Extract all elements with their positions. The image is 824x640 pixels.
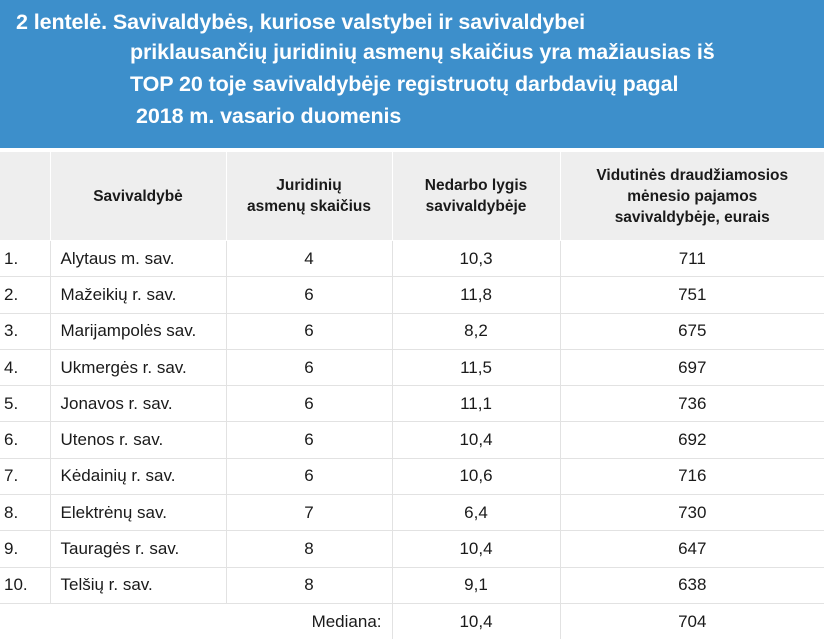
- table-row: 3. Marijampolės sav. 6 8,2 675: [0, 313, 824, 350]
- title-line-1: 2 lentelė. Savivaldybės, kuriose valstyb…: [16, 10, 586, 34]
- row-legal-entities: 6: [226, 458, 393, 496]
- row-rank: 7.: [0, 458, 51, 496]
- row-municipality: Marijampolės sav.: [50, 313, 227, 350]
- row-legal-entities: 8: [226, 530, 393, 568]
- row-unemployment: 11,1: [392, 385, 561, 423]
- row-unemployment: 10,4: [392, 421, 561, 459]
- row-unemployment: 6,4: [392, 494, 561, 532]
- median-empty-cell: [50, 603, 226, 639]
- row-rank: 3.: [0, 313, 51, 350]
- row-municipality: Ukmergės r. sav.: [50, 349, 227, 387]
- row-income: 711: [560, 240, 824, 278]
- municipalities-table: Savivaldybė Juridinių asmenų skaičius Ne…: [0, 152, 824, 640]
- row-unemployment: 10,3: [392, 240, 561, 278]
- title-line-2: priklausančių juridinių asmenų skaičius …: [130, 40, 715, 64]
- row-municipality: Mažeikių r. sav.: [50, 276, 227, 314]
- row-income: 751: [560, 276, 824, 314]
- row-municipality: Telšių r. sav.: [50, 567, 227, 604]
- row-unemployment: 11,8: [392, 276, 561, 314]
- table-row: 4. Ukmergės r. sav. 6 11,5 697: [0, 349, 824, 387]
- row-rank: 9.: [0, 530, 51, 568]
- row-unemployment: 11,5: [392, 349, 561, 387]
- row-unemployment: 10,6: [392, 458, 561, 496]
- header-rank: [0, 152, 51, 241]
- header-income-line-3: savivaldybėje, eurais: [614, 208, 770, 226]
- row-legal-entities: 6: [226, 313, 393, 350]
- row-income: 716: [560, 458, 824, 496]
- row-unemployment: 10,4: [392, 530, 561, 568]
- median-unemployment: 10,4: [392, 603, 561, 640]
- row-income: 647: [560, 530, 824, 568]
- row-income: 692: [560, 421, 824, 459]
- header-municipality: Savivaldybė: [50, 152, 227, 241]
- row-legal-entities: 6: [226, 349, 393, 387]
- median-row: Mediana: 10,4 704: [0, 603, 824, 640]
- table-row: 7. Kėdainių r. sav. 6 10,6 716: [0, 458, 824, 496]
- row-legal-entities: 6: [226, 385, 393, 423]
- header-unemployment-line-1: Nedarbo lygis: [424, 177, 528, 194]
- table-title-banner: 2 lentelė. Savivaldybės, kuriose valstyb…: [0, 0, 824, 148]
- table-row: 6. Utenos r. sav. 6 10,4 692: [0, 421, 824, 459]
- table-row: 9. Tauragės r. sav. 8 10,4 647: [0, 530, 824, 568]
- row-unemployment: 9,1: [392, 567, 561, 604]
- header-unemployment-line-2: savivaldybėje: [425, 198, 527, 215]
- header-income-line-2: mėnesio pajamos: [627, 187, 758, 205]
- row-municipality: Tauragės r. sav.: [50, 530, 227, 568]
- row-municipality: Alytaus m. sav.: [50, 240, 227, 278]
- median-empty-cell: [0, 603, 50, 639]
- table-row: 8. Elektrėnų sav. 7 6,4 730: [0, 494, 824, 532]
- row-municipality: Kėdainių r. sav.: [50, 458, 227, 496]
- title-line-4: 2018 m. vasario duomenis: [136, 104, 402, 128]
- row-rank: 5.: [0, 385, 51, 423]
- header-income-line-1: Vidutinės draudžiamosios: [596, 166, 789, 184]
- row-income: 697: [560, 349, 824, 387]
- header-legal-entities-line-1: Juridinių: [276, 177, 342, 194]
- header-unemployment: Nedarbo lygis savivaldybėje: [392, 152, 561, 241]
- row-municipality: Elektrėnų sav.: [50, 494, 227, 532]
- table-row: 2. Mažeikių r. sav. 6 11,8 751: [0, 276, 824, 314]
- median-label: Mediana:: [226, 603, 393, 640]
- row-income: 638: [560, 567, 824, 604]
- row-income: 675: [560, 313, 824, 350]
- row-rank: 4.: [0, 349, 51, 387]
- header-legal-entities-line-2: asmenų skaičius: [246, 198, 372, 215]
- row-rank: 8.: [0, 494, 51, 532]
- row-rank: 10.: [0, 567, 51, 604]
- table-row: 1. Alytaus m. sav. 4 10,3 711: [0, 240, 824, 278]
- row-legal-entities: 6: [226, 276, 393, 314]
- row-municipality: Jonavos r. sav.: [50, 385, 227, 423]
- row-legal-entities: 6: [226, 421, 393, 459]
- row-legal-entities: 7: [226, 494, 393, 532]
- table-row: 10. Telšių r. sav. 8 9,1 638: [0, 567, 824, 604]
- header-income: Vidutinės draudžiamosios mėnesio pajamos…: [560, 152, 824, 241]
- row-legal-entities: 4: [226, 240, 393, 278]
- row-unemployment: 8,2: [392, 313, 561, 350]
- row-municipality: Utenos r. sav.: [50, 421, 227, 459]
- title-line-3: TOP 20 toje savivaldybėje registruotų da…: [130, 72, 679, 96]
- row-income: 730: [560, 494, 824, 532]
- header-municipality-label: Savivaldybė: [93, 187, 183, 205]
- table-header-row: Savivaldybė Juridinių asmenų skaičius Ne…: [0, 152, 824, 241]
- row-rank: 2.: [0, 276, 51, 314]
- table-row: 5. Jonavos r. sav. 6 11,1 736: [0, 385, 824, 423]
- row-rank: 1.: [0, 240, 51, 278]
- median-income: 704: [678, 611, 707, 631]
- row-income: 736: [560, 385, 824, 423]
- row-rank: 6.: [0, 421, 51, 459]
- row-legal-entities: 8: [226, 567, 393, 604]
- header-legal-entities: Juridinių asmenų skaičius: [226, 152, 393, 241]
